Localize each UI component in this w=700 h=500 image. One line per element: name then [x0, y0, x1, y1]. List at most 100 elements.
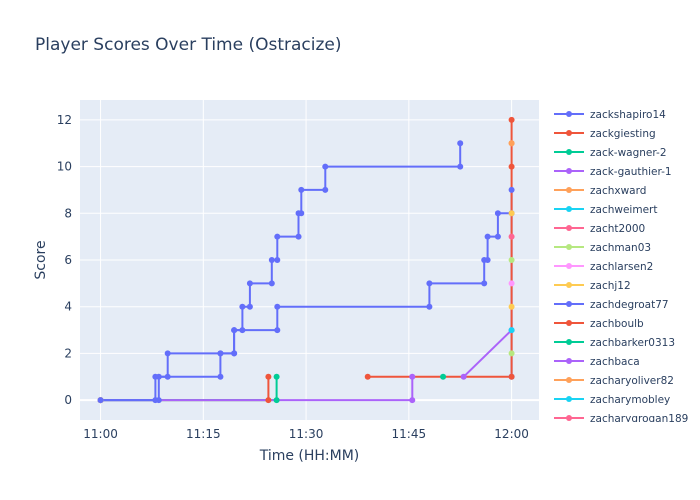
y-tick-label: 2: [64, 346, 72, 360]
legend-label: zachman03: [590, 242, 651, 254]
data-markers: [97, 116, 515, 404]
legend-item-zachdegroat77[interactable]: zachdegroat77: [554, 299, 669, 311]
data-point-zackgiesting: [265, 373, 272, 380]
legend-label: zachxward: [590, 185, 646, 197]
legend-label: zackgiesting: [590, 128, 656, 140]
legend-label: zackshapiro14: [590, 109, 666, 121]
data-point: [508, 303, 515, 310]
x-tick-labels: 11:00 11:15 11:30 11:45 12:00: [83, 427, 529, 441]
legend: zackshapiro14 zackgiesting zack-wagner-2 za…: [554, 109, 688, 425]
x-tick-label: 11:00: [83, 427, 118, 441]
legend-item-zacharygrogan189[interactable]: zacharygrogan189: [554, 413, 688, 425]
data-point-zackshapiro14: [239, 327, 246, 334]
y-tick-label: 8: [64, 206, 72, 220]
legend-item-zachboulb[interactable]: zachboulb: [554, 318, 644, 330]
legend-label: zachbarker0313: [590, 337, 675, 349]
data-point-zackshapiro14: [298, 186, 305, 193]
legend-label: zachbaca: [590, 356, 640, 368]
data-point: [508, 140, 515, 147]
legend-label: zachlarsen2: [590, 261, 653, 273]
data-point-zacharygrogan189: [508, 233, 515, 240]
data-point-zackshapiro14: [295, 233, 302, 240]
legend-swatch-marker: [566, 396, 572, 402]
legend-item-zachxward[interactable]: zachxward: [554, 185, 646, 197]
legend-label: zachdegroat77: [590, 299, 669, 311]
legend-item-zackgiesting[interactable]: zackgiesting: [554, 128, 656, 140]
legend-item-zachman03[interactable]: zachman03: [554, 242, 651, 254]
legend-item-zachbaca[interactable]: zachbaca: [554, 356, 640, 368]
x-axis-title: Time (HH:MM): [259, 448, 360, 464]
legend-swatch-marker: [566, 339, 572, 345]
legend-label: zachj12: [590, 280, 631, 292]
data-point-zackshapiro14: [457, 163, 464, 170]
legend-swatch-marker: [566, 130, 572, 136]
legend-item-zack-wagner-2[interactable]: zack-wagner-2: [554, 147, 667, 159]
data-point-zackshapiro14: [322, 163, 329, 170]
data-point-zachboulb: [508, 373, 515, 380]
y-tick-label: 12: [57, 113, 72, 127]
x-tick-label: 11:45: [392, 427, 427, 441]
chart-title: Player Scores Over Time (Ostracize): [35, 35, 342, 55]
data-point: [508, 257, 515, 263]
legend-swatch-marker: [566, 244, 572, 250]
data-point-zackshapiro14: [322, 186, 329, 193]
data-point-zackshapiro14: [298, 210, 305, 217]
data-point-zack-gauthier-1: [409, 373, 416, 380]
legend-item-zachweimert[interactable]: zachweimert: [554, 204, 657, 216]
data-point-zachdegroat77: [217, 350, 224, 357]
data-point-zachdegroat77: [508, 186, 515, 193]
legend-item-zacharymobley[interactable]: zacharymobley: [554, 394, 670, 406]
data-point-zachbaca: [460, 373, 467, 380]
legend-swatch-marker: [566, 206, 572, 212]
x-tick-label: 12:00: [494, 427, 529, 441]
data-point-zachdegroat77: [494, 233, 501, 240]
legend-item-zachbarker0313[interactable]: zachbarker0313: [554, 337, 675, 349]
y-axis-title: Score: [33, 240, 49, 279]
data-point-zackshapiro14: [239, 303, 246, 310]
data-point-zachdegroat77: [97, 397, 104, 404]
legend-label: zack-gauthier-1: [590, 166, 672, 178]
series-line-zackshapiro14: [100, 143, 462, 402]
x-tick-label: 11:30: [289, 427, 324, 441]
y-tick-labels: 0 2 4 6 8 10 12: [57, 113, 72, 407]
series-line-zachdegroat77: [100, 188, 513, 402]
legend-swatch-marker: [566, 377, 572, 383]
legend-swatch-marker: [566, 358, 572, 364]
data-point: [508, 350, 515, 357]
data-point-zachdegroat77: [231, 327, 238, 334]
legend-item-zack-gauthier-1[interactable]: zack-gauthier-1: [554, 166, 672, 178]
data-point-zachdegroat77: [481, 280, 488, 287]
data-point-zackgiesting: [265, 397, 272, 404]
data-point-zackshapiro14: [246, 280, 253, 287]
y-tick-label: 0: [64, 393, 72, 407]
legend-item-zachlarsen2[interactable]: zachlarsen2: [554, 261, 653, 273]
legend-swatch-marker: [566, 301, 572, 307]
legend-swatch-marker: [566, 149, 572, 155]
legend-label: zacharymobley: [590, 394, 670, 406]
series-line-zachbaca: [462, 329, 513, 378]
data-point: [508, 210, 515, 217]
data-point-zackshapiro14: [164, 373, 171, 380]
legend-item-zachj12[interactable]: zachj12: [554, 280, 631, 292]
data-point-zack-wagner-2: [273, 373, 280, 380]
data-point-zachdegroat77: [494, 210, 501, 217]
data-point-zack-wagner-2: [273, 397, 280, 404]
legend-swatch-marker: [566, 111, 572, 117]
data-point-zachdegroat77: [426, 280, 433, 287]
data-point-zachdegroat77: [426, 303, 433, 310]
data-point-zachdegroat77: [231, 350, 238, 357]
legend-swatch-marker: [566, 225, 572, 231]
data-point-zachboulb: [508, 163, 515, 170]
data-point-zackshapiro14: [268, 280, 275, 287]
data-point-zachboulb: [508, 116, 515, 123]
legend-label: zack-wagner-2: [590, 147, 667, 159]
legend-item-zacht2000[interactable]: zacht2000: [554, 223, 645, 235]
data-point-zachbarker0313: [440, 373, 447, 380]
legend-swatch-marker: [566, 263, 572, 269]
legend-item-zacharyoliver82[interactable]: zacharyoliver82: [554, 375, 674, 387]
y-tick-label: 10: [57, 160, 72, 174]
legend-label: zachboulb: [590, 318, 644, 330]
legend-label: zachweimert: [590, 204, 657, 216]
legend-item-zackshapiro14[interactable]: zackshapiro14: [554, 109, 666, 121]
